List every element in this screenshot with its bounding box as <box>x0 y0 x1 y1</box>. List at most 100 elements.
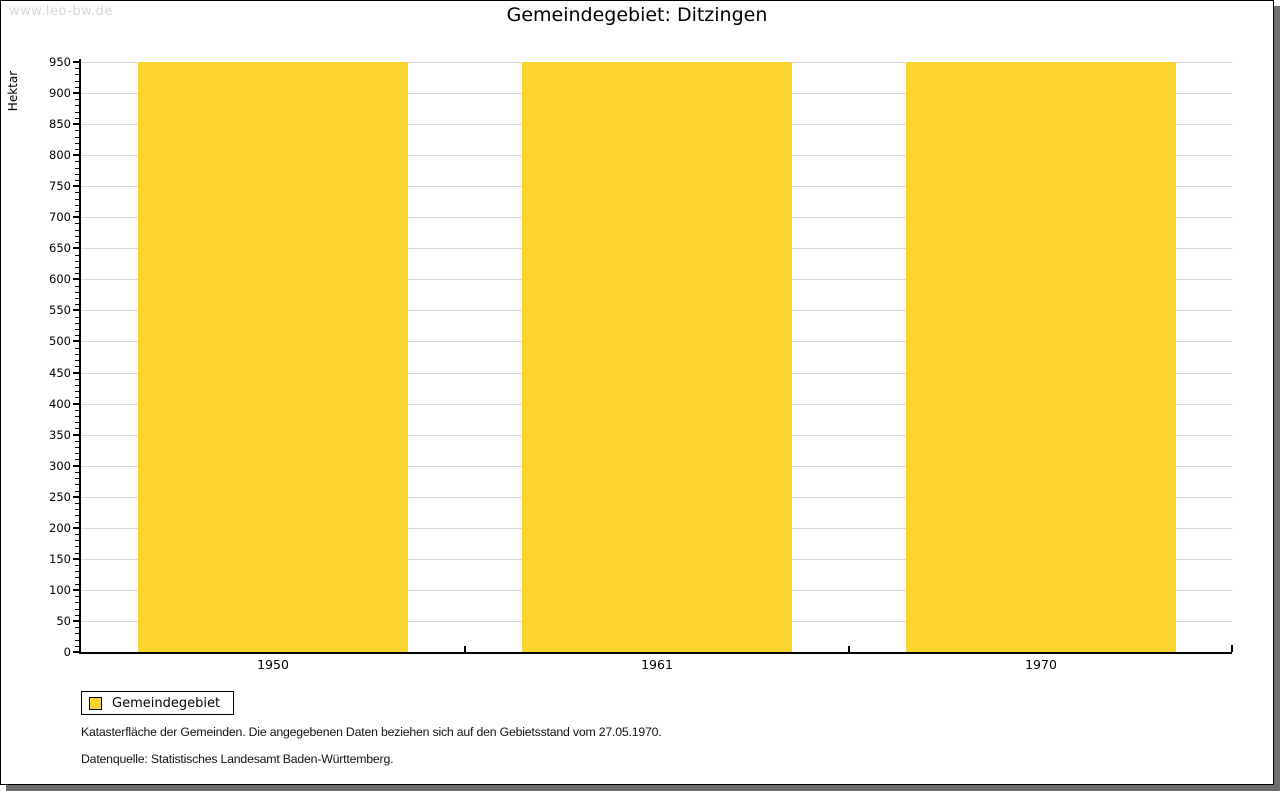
y-major-tick <box>73 589 80 591</box>
y-major-tick <box>73 403 80 405</box>
y-minor-tick <box>75 584 79 585</box>
y-minor-tick <box>75 553 79 554</box>
legend: Gemeindegebiet <box>81 691 234 715</box>
y-minor-tick <box>75 174 79 175</box>
y-tick-label: 550 <box>49 303 71 317</box>
y-minor-tick <box>75 546 79 547</box>
y-minor-tick <box>75 478 79 479</box>
y-tick-label: 0 <box>63 645 71 659</box>
y-tick-label: 650 <box>49 241 71 255</box>
category-tick <box>848 646 850 652</box>
y-minor-tick <box>75 118 79 119</box>
y-minor-tick <box>75 192 79 193</box>
bar <box>522 62 792 652</box>
y-minor-tick <box>75 105 79 106</box>
y-major-tick <box>73 496 80 498</box>
y-minor-tick <box>75 87 79 88</box>
source-note: Datenquelle: Statistisches Landesamt Bad… <box>81 752 394 766</box>
y-minor-tick <box>75 298 79 299</box>
y-major-tick <box>73 651 80 653</box>
y-tick-label: 100 <box>49 583 71 597</box>
y-minor-tick <box>75 577 79 578</box>
y-minor-tick <box>75 211 79 212</box>
y-tick-label: 400 <box>49 397 71 411</box>
y-minor-tick <box>75 149 79 150</box>
y-minor-tick <box>75 81 79 82</box>
y-minor-tick <box>75 348 79 349</box>
y-minor-tick <box>75 397 79 398</box>
y-minor-tick <box>75 410 79 411</box>
y-tick-label: 350 <box>49 428 71 442</box>
y-minor-tick <box>75 503 79 504</box>
y-minor-tick <box>75 609 79 610</box>
y-tick-label: 850 <box>49 117 71 131</box>
y-minor-tick <box>75 68 79 69</box>
y-minor-tick <box>75 267 79 268</box>
y-minor-tick <box>75 509 79 510</box>
y-minor-tick <box>75 472 79 473</box>
y-minor-tick <box>75 515 79 516</box>
y-minor-tick <box>75 640 79 641</box>
y-minor-tick <box>75 596 79 597</box>
y-minor-tick <box>75 137 79 138</box>
y-minor-tick <box>75 391 79 392</box>
y-minor-tick <box>75 99 79 100</box>
chart-title: Gemeindegebiet: Ditzingen <box>506 4 768 26</box>
y-tick-label: 900 <box>49 86 71 100</box>
y-minor-tick <box>75 571 79 572</box>
y-major-tick <box>73 278 80 280</box>
legend-swatch <box>89 696 102 710</box>
y-minor-tick <box>75 416 79 417</box>
category-tick <box>464 646 466 652</box>
y-major-tick <box>73 61 80 63</box>
y-minor-tick <box>75 354 79 355</box>
y-minor-tick <box>75 230 79 231</box>
y-tick-label: 450 <box>49 366 71 380</box>
y-minor-tick <box>75 565 79 566</box>
y-minor-tick <box>75 615 79 616</box>
y-minor-tick <box>75 491 79 492</box>
x-tick-label: 1970 <box>1025 657 1057 672</box>
y-minor-tick <box>75 633 79 634</box>
y-major-tick <box>73 558 80 560</box>
y-major-tick <box>73 372 80 374</box>
y-minor-tick <box>75 261 79 262</box>
y-minor-tick <box>75 627 79 628</box>
y-minor-tick <box>75 292 79 293</box>
y-minor-tick <box>75 453 79 454</box>
y-minor-tick <box>75 205 79 206</box>
y-tick-label: 600 <box>49 272 71 286</box>
y-tick-label: 300 <box>49 459 71 473</box>
y-minor-tick <box>75 286 79 287</box>
y-major-tick <box>73 620 80 622</box>
y-minor-tick <box>75 255 79 256</box>
description-note: Katasterfläche der Gemeinden. Die angege… <box>81 725 662 739</box>
y-minor-tick <box>75 540 79 541</box>
y-minor-tick <box>75 459 79 460</box>
y-major-tick <box>73 92 80 94</box>
x-tick-label: 1950 <box>257 657 289 672</box>
y-minor-tick <box>75 242 79 243</box>
y-major-tick <box>73 123 80 125</box>
y-minor-tick <box>75 379 79 380</box>
y-minor-tick <box>75 74 79 75</box>
y-major-tick <box>73 154 80 156</box>
y-major-tick <box>73 247 80 249</box>
y-tick-label: 500 <box>49 334 71 348</box>
y-minor-tick <box>75 534 79 535</box>
y-minor-tick <box>75 329 79 330</box>
y-minor-tick <box>75 484 79 485</box>
y-major-tick <box>73 465 80 467</box>
y-minor-tick <box>75 441 79 442</box>
y-minor-tick <box>75 360 79 361</box>
y-axis-line <box>79 59 81 654</box>
y-minor-tick <box>75 522 79 523</box>
y-minor-tick <box>75 273 79 274</box>
y-tick-label: 750 <box>49 179 71 193</box>
bar <box>138 62 408 652</box>
y-minor-tick <box>75 168 79 169</box>
y-minor-tick <box>75 112 79 113</box>
y-minor-tick <box>75 323 79 324</box>
